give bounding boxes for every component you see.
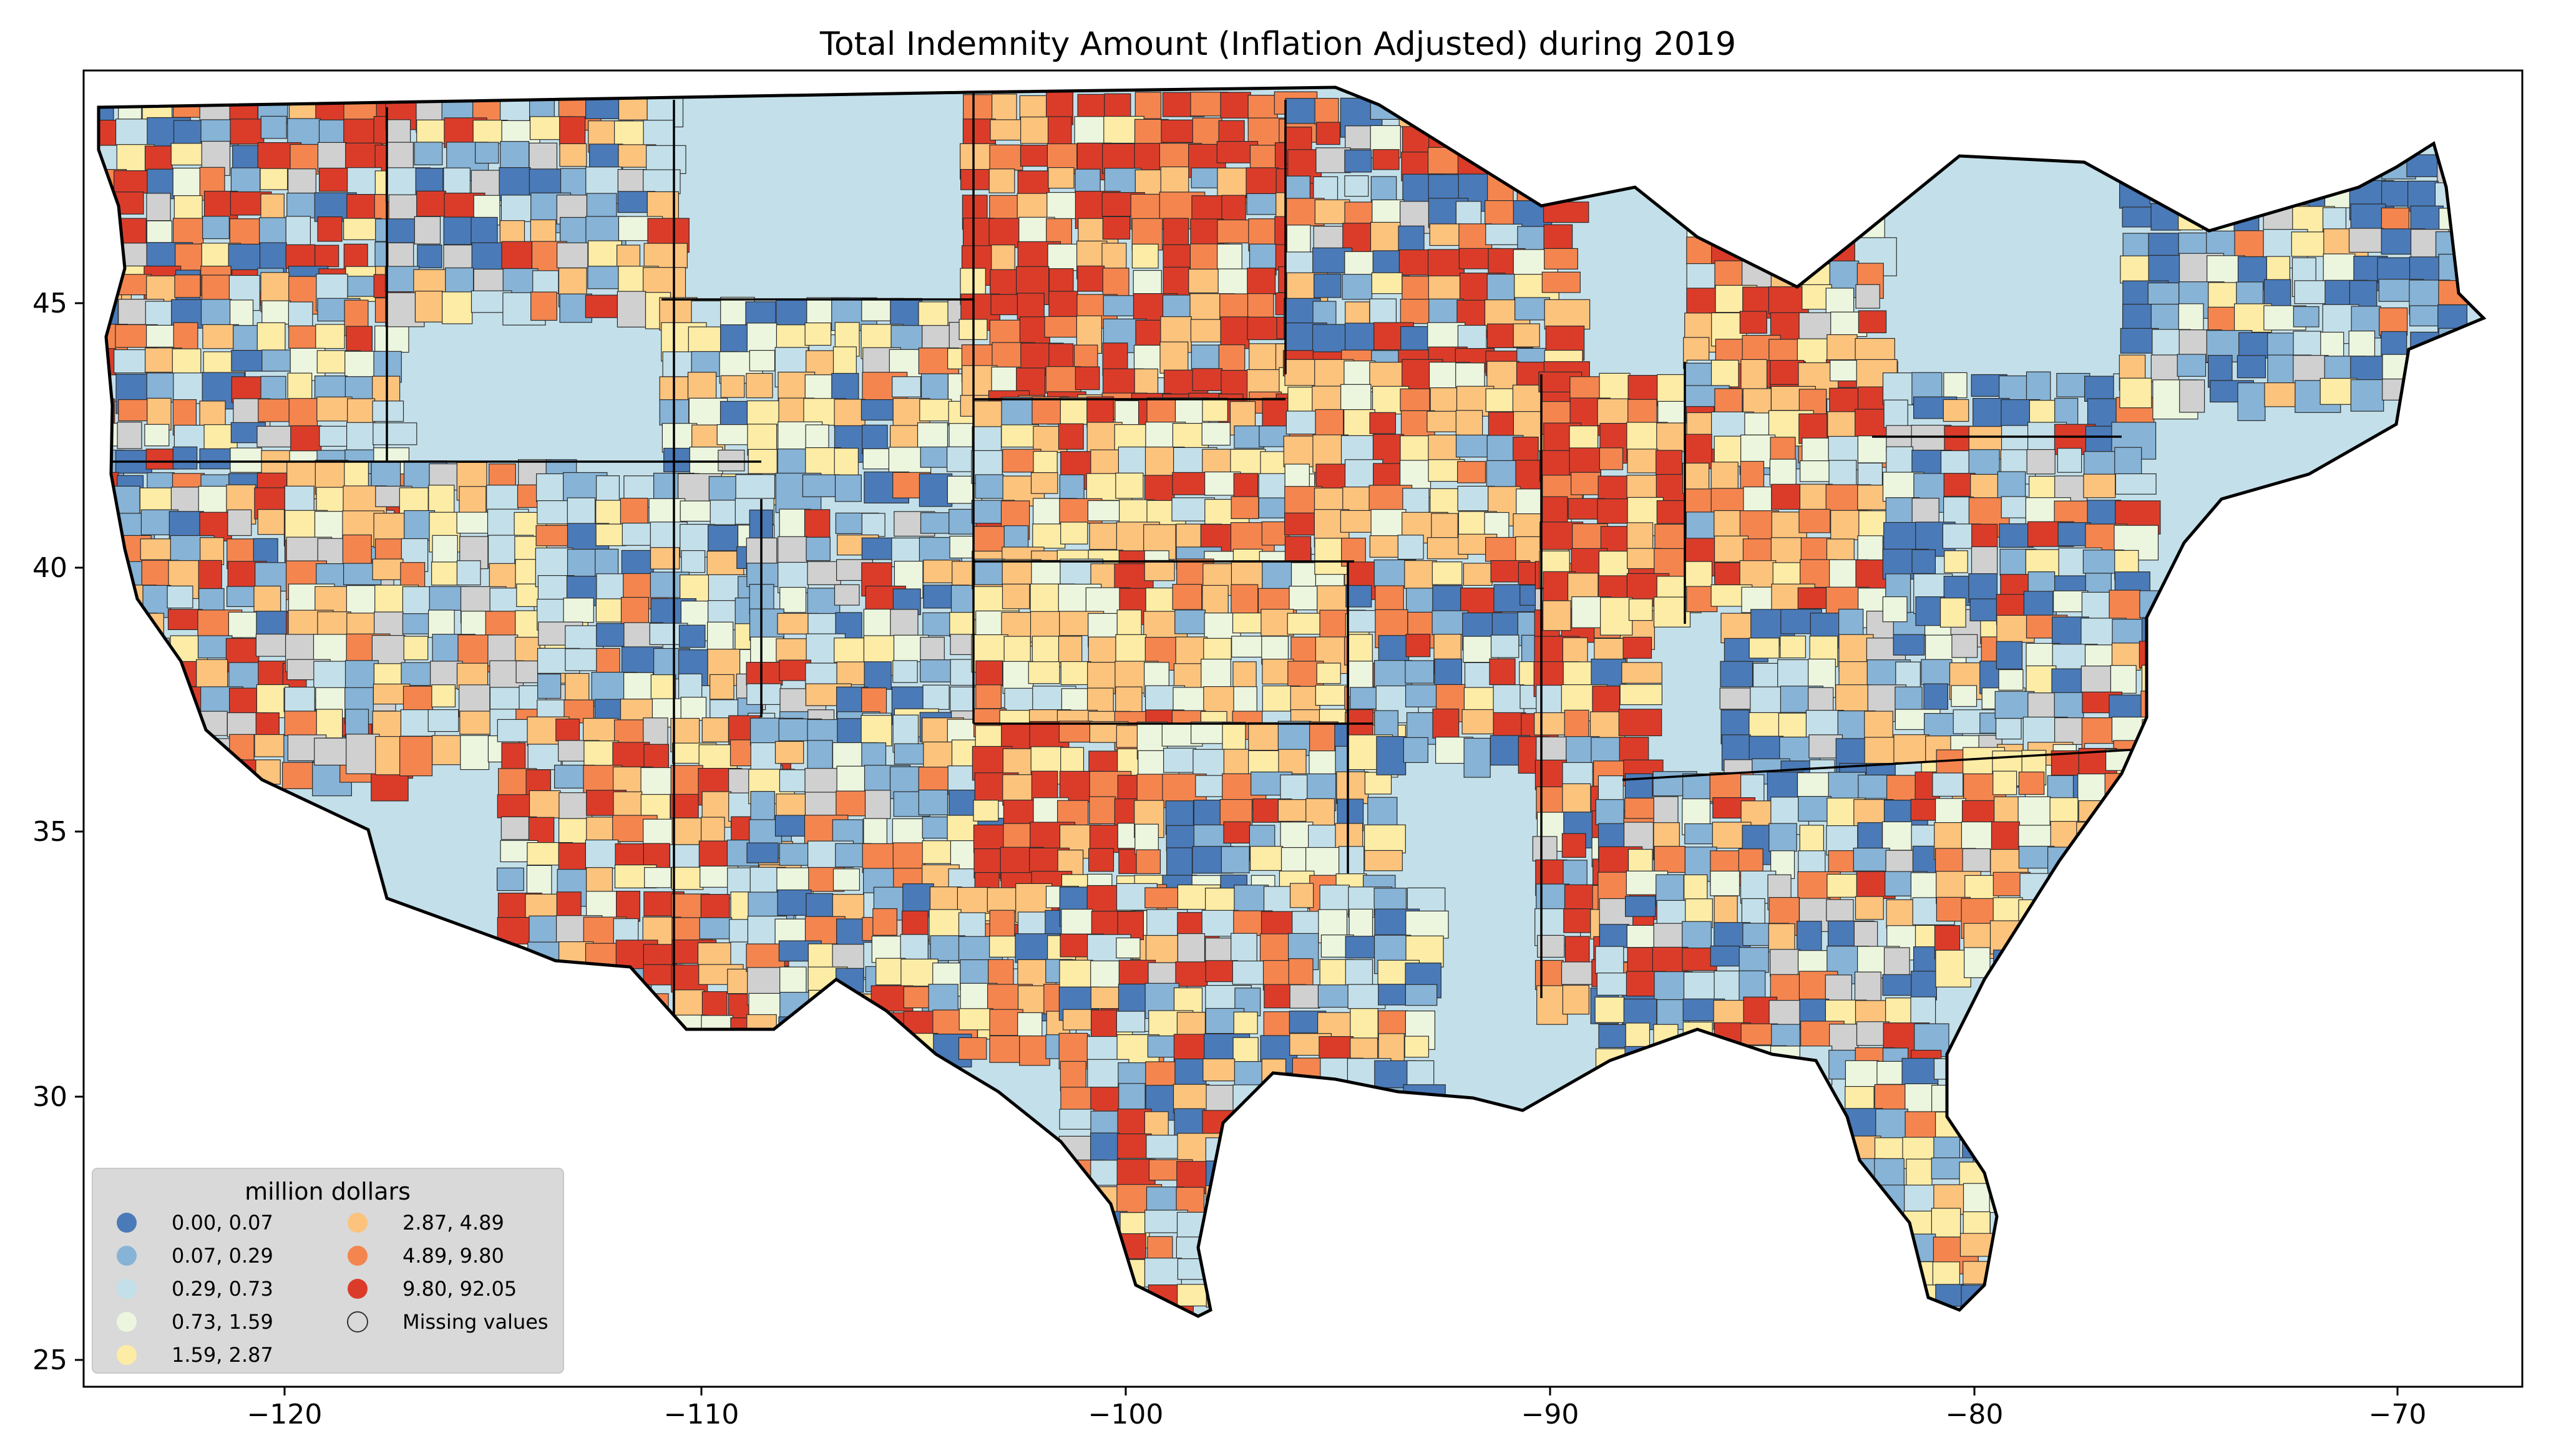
x-tick-label: −70 — [2369, 1399, 2427, 1430]
y-tick-label: 45 — [32, 288, 67, 319]
legend-box — [92, 1168, 564, 1374]
legend-label: Missing values — [402, 1310, 549, 1334]
y-tick: 35 — [32, 816, 84, 848]
x-tick: −90 — [1521, 1387, 1579, 1430]
y-tick-label: 35 — [32, 816, 67, 848]
legend-item: 2.87, 4.89 — [348, 1211, 504, 1235]
legend-label: 4.89, 9.80 — [402, 1244, 504, 1268]
x-axis: −120 −110 −100 −90 −80 −70 — [247, 1387, 2427, 1430]
legend: million dollars 0.00, 0.07 0.07, 0.29 0.29… — [92, 1168, 564, 1374]
chart-title: Total Indemnity Amount (Inflation Adjust… — [819, 26, 1736, 63]
legend-item: 9.80, 92.05 — [348, 1277, 517, 1301]
legend-marker — [348, 1246, 368, 1266]
legend-label: 0.07, 0.29 — [172, 1244, 273, 1268]
legend-marker — [117, 1246, 137, 1266]
x-tick: −80 — [1946, 1387, 2004, 1430]
legend-label: 0.73, 1.59 — [172, 1310, 273, 1334]
x-tick: −70 — [2369, 1387, 2427, 1430]
y-axis: 45 40 35 30 25 — [32, 288, 84, 1376]
legend-items: 0.00, 0.07 0.07, 0.29 0.29, 0.73 0.73, 1.59… — [117, 1211, 549, 1367]
y-tick-label: 40 — [32, 552, 67, 584]
legend-label: 0.00, 0.07 — [172, 1211, 273, 1235]
x-tick-label: −80 — [1946, 1399, 2004, 1430]
legend-item: 0.07, 0.29 — [117, 1244, 273, 1268]
x-tick: −100 — [1088, 1387, 1164, 1430]
legend-item: 0.73, 1.59 — [117, 1310, 273, 1334]
y-tick: 25 — [32, 1344, 84, 1376]
legend-item: 1.59, 2.87 — [117, 1343, 273, 1367]
legend-label: 0.29, 0.73 — [172, 1277, 273, 1301]
legend-marker — [117, 1312, 137, 1332]
y-tick-label: 25 — [32, 1344, 67, 1376]
x-tick-label: −100 — [1088, 1399, 1164, 1430]
legend-marker — [347, 1311, 368, 1332]
legend-item: 0.29, 0.73 — [117, 1277, 273, 1301]
legend-item: Missing values — [347, 1310, 549, 1334]
legend-marker — [117, 1213, 137, 1233]
x-tick-label: −120 — [247, 1399, 323, 1430]
y-tick: 30 — [32, 1081, 84, 1113]
legend-marker — [117, 1279, 137, 1299]
legend-title: million dollars — [245, 1178, 411, 1205]
legend-label: 1.59, 2.87 — [172, 1343, 273, 1367]
x-tick-label: −110 — [664, 1399, 739, 1430]
legend-marker — [117, 1345, 137, 1365]
y-tick-label: 30 — [32, 1081, 67, 1113]
y-tick: 45 — [32, 288, 84, 319]
legend-label: 9.80, 92.05 — [402, 1277, 517, 1301]
x-tick-label: −90 — [1521, 1399, 1579, 1430]
legend-label: 2.87, 4.89 — [402, 1211, 504, 1235]
x-tick: −120 — [247, 1387, 323, 1430]
legend-marker — [348, 1279, 368, 1299]
state-boundary — [1622, 747, 2154, 781]
legend-marker — [348, 1213, 368, 1233]
x-tick: −110 — [664, 1387, 739, 1430]
legend-item: 4.89, 9.80 — [348, 1244, 504, 1268]
plot-frame — [82, 69, 2524, 1388]
legend-item: 0.00, 0.07 — [117, 1211, 273, 1235]
y-tick: 40 — [32, 552, 84, 584]
